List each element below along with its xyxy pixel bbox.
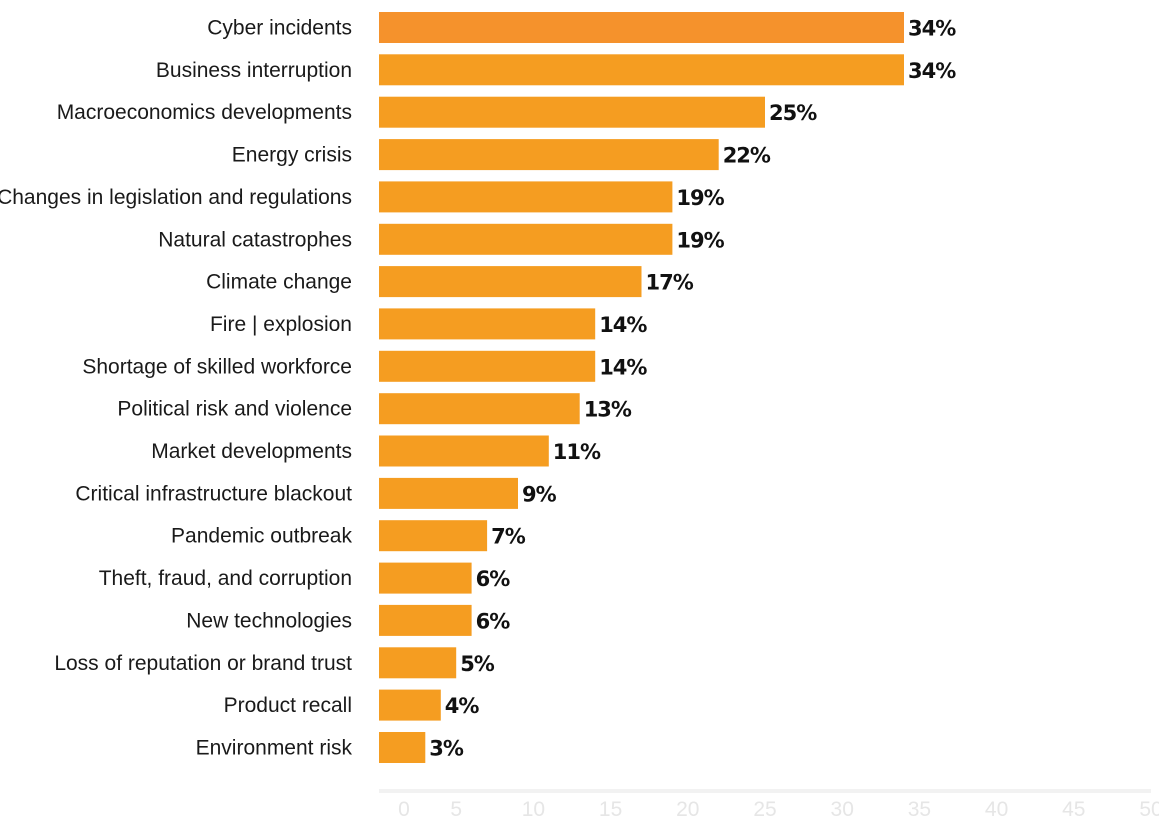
value-label: 4%	[445, 694, 480, 718]
category-label: Energy crisis	[232, 144, 352, 167]
value-label: 7%	[491, 525, 526, 549]
category-label: Business interruption	[156, 59, 352, 82]
category-label: Critical infrastructure blackout	[75, 482, 352, 505]
category-label: Climate change	[206, 271, 352, 294]
value-label: 22%	[723, 144, 771, 168]
bar-17	[379, 732, 426, 763]
bar-3	[379, 139, 719, 171]
category-label: Fire | explosion	[210, 313, 352, 336]
x-tick-label: 15	[599, 798, 622, 821]
value-label: 9%	[522, 482, 557, 506]
value-label: 3%	[429, 737, 464, 761]
value-label: 19%	[676, 228, 724, 252]
bar-4	[379, 181, 673, 213]
category-label: Political risk and violence	[117, 398, 352, 421]
bar-5	[379, 223, 673, 255]
category-labels: Cyber incidents Business interruption Macr…	[0, 17, 352, 760]
bar-14	[379, 604, 472, 636]
bar-7	[379, 308, 596, 340]
value-label: 6%	[476, 567, 511, 591]
category-label: New technologies	[186, 609, 352, 632]
x-tick-label: 45	[1062, 798, 1085, 821]
category-label: Product recall	[224, 694, 352, 717]
value-labels: 34% 34% 25% 22% 19% 19% 17% 14% 14% 13% 11% 9% 7% 6% 6…	[429, 17, 957, 761]
bar-0	[379, 12, 904, 43]
x-tick-label: 0	[398, 798, 410, 821]
category-label: Natural catastrophes	[158, 228, 352, 251]
value-label: 5%	[460, 652, 495, 676]
x-axis	[379, 789, 1151, 793]
bar-10	[379, 435, 549, 467]
bars	[379, 12, 904, 763]
category-label: Loss of reputation or brand trust	[54, 652, 352, 675]
x-tick-label: 5	[450, 798, 462, 821]
x-tick-label: 10	[522, 798, 545, 821]
bar-9	[379, 393, 580, 425]
category-label: Pandemic outbreak	[171, 525, 352, 548]
x-tick-label: 20	[676, 798, 699, 821]
bar-11	[379, 477, 518, 509]
bar-12	[379, 520, 488, 552]
bar-13	[379, 562, 472, 594]
category-label: Cyber incidents	[207, 17, 352, 40]
value-label: 14%	[599, 313, 647, 337]
bar-2	[379, 96, 765, 128]
bar-6	[379, 266, 642, 298]
value-label: 34%	[908, 17, 956, 41]
x-tick-label: 40	[985, 798, 1008, 821]
category-label: Market developments	[151, 440, 352, 463]
category-label: Environment risk	[196, 737, 353, 760]
value-label: 6%	[476, 609, 511, 633]
x-tick-label: 30	[831, 798, 854, 821]
bar-1	[379, 54, 904, 86]
value-label: 14%	[599, 355, 647, 379]
x-tick-labels: 0 5 10 15 20 25 30 35 40 45 50	[398, 798, 1159, 821]
category-label: Macroeconomics developments	[57, 101, 352, 124]
x-tick-label: 25	[753, 798, 776, 821]
value-label: 13%	[584, 398, 632, 422]
bar-16	[379, 689, 441, 721]
x-tick-label: 35	[908, 798, 931, 821]
value-label: 11%	[553, 440, 601, 464]
category-label: Shortage of skilled workforce	[82, 355, 352, 378]
x-tick-label: 50	[1139, 798, 1159, 821]
x-axis-line	[379, 789, 1151, 793]
bar-15	[379, 647, 457, 679]
value-label: 25%	[769, 101, 817, 125]
value-label: 19%	[676, 186, 724, 210]
category-label: Theft, fraud, and corruption	[99, 567, 352, 590]
bar-8	[379, 350, 596, 382]
category-label: Changes in legislation and regulations	[0, 186, 352, 209]
value-label: 17%	[646, 271, 694, 295]
value-label: 34%	[908, 59, 956, 83]
